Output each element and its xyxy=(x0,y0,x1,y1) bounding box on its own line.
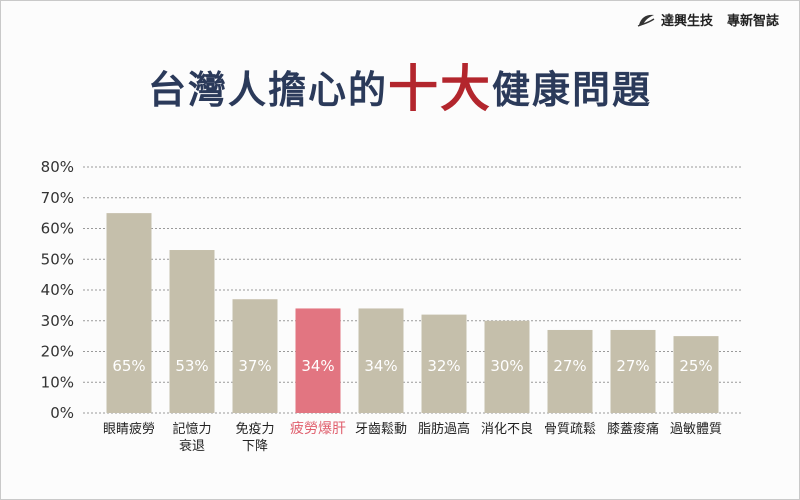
bar-value-label: 65% xyxy=(112,357,145,375)
brand-company: 達興生技 xyxy=(660,14,713,29)
x-category-label: 眼睛疲勞 xyxy=(103,421,155,437)
bar xyxy=(421,314,467,413)
bar xyxy=(547,329,593,413)
x-category-label: 下降 xyxy=(242,439,268,454)
y-tick-label: 50% xyxy=(41,250,74,268)
bar-value-label: 30% xyxy=(490,357,523,375)
y-tick-label: 40% xyxy=(41,281,74,299)
x-category-label: 免疫力 xyxy=(235,421,274,437)
title-after: 健康問題 xyxy=(492,68,653,112)
y-tick-label: 20% xyxy=(41,343,74,361)
x-category-label: 牙齒鬆動 xyxy=(355,422,407,437)
bar xyxy=(484,320,530,413)
bar-value-label: 53% xyxy=(175,357,208,375)
bar xyxy=(673,336,719,413)
y-tick-label: 70% xyxy=(41,189,74,207)
bar-value-label: 27% xyxy=(616,357,649,375)
bar-value-label: 37% xyxy=(238,357,271,375)
x-category-label: 疲勞爆肝 xyxy=(290,420,346,437)
bar-value-label: 32% xyxy=(427,357,460,375)
bar xyxy=(106,213,152,413)
x-category-label: 記憶力 xyxy=(172,421,211,437)
bar-value-label: 27% xyxy=(553,357,586,375)
y-tick-label: 60% xyxy=(41,220,74,238)
bar xyxy=(610,329,656,413)
bar-value-label: 25% xyxy=(679,357,712,375)
title-before: 台灣人擔心的 xyxy=(147,68,388,112)
bar xyxy=(169,250,215,413)
bar-value-label: 34% xyxy=(364,357,397,375)
chart-title: 台灣人擔心的十大健康問題 xyxy=(1,49,799,121)
x-category-label: 衰退 xyxy=(179,438,205,454)
bar xyxy=(232,299,278,413)
x-category-label: 過敏體質 xyxy=(670,422,722,437)
title-highlight: 十大 xyxy=(388,60,492,118)
leaf-swoosh-icon xyxy=(637,14,655,27)
brand: 達興生技 專新智誌 xyxy=(637,10,779,29)
x-category-label: 脂肪過高 xyxy=(418,421,470,437)
bar-value-label: 34% xyxy=(301,357,334,375)
x-category-label: 膝蓋痠痛 xyxy=(607,421,659,437)
brand-magazine: 專新智誌 xyxy=(726,14,779,29)
x-category-label: 骨質疏鬆 xyxy=(544,422,596,437)
bar xyxy=(358,308,404,413)
x-category-label: 消化不良 xyxy=(481,421,533,437)
y-tick-label: 80% xyxy=(41,158,74,176)
y-tick-label: 0% xyxy=(50,404,74,422)
bar xyxy=(295,308,341,413)
y-tick-label: 10% xyxy=(41,373,74,391)
y-tick-label: 30% xyxy=(41,312,74,330)
